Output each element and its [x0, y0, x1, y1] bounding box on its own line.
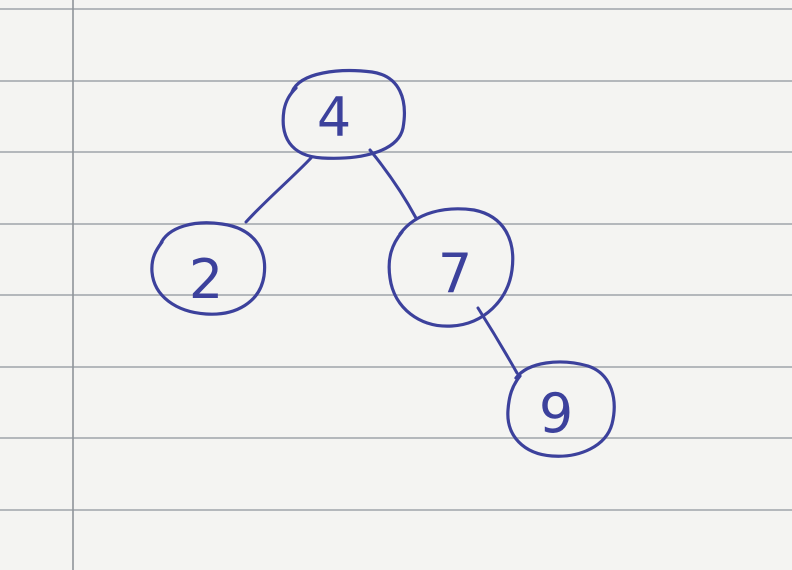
ruled-line [0, 80, 792, 82]
node-label-4: 4 [317, 86, 351, 149]
node-label-7: 7 [438, 242, 472, 305]
tree-node-4: 4 [281, 69, 406, 160]
ruled-line [0, 8, 792, 10]
ruled-line [0, 151, 792, 153]
node-circle [281, 69, 406, 160]
ruled-line [0, 509, 792, 511]
tree-node-2: 2 [150, 221, 267, 316]
edge-7-to-9 [476, 306, 519, 375]
margin-line [72, 0, 74, 570]
node-circle [150, 221, 267, 316]
ruled-line [0, 437, 792, 439]
tree-node-7: 7 [387, 207, 515, 328]
ruled-line [0, 366, 792, 368]
tree-node-9: 9 [506, 360, 616, 458]
edge-4-to-7 [368, 148, 418, 220]
edge-4-to-2 [244, 156, 313, 224]
node-circle [387, 207, 515, 328]
node-circle [506, 360, 616, 458]
node-label-2: 2 [189, 248, 223, 311]
ruled-line [0, 223, 792, 225]
node-label-9: 9 [539, 382, 573, 445]
